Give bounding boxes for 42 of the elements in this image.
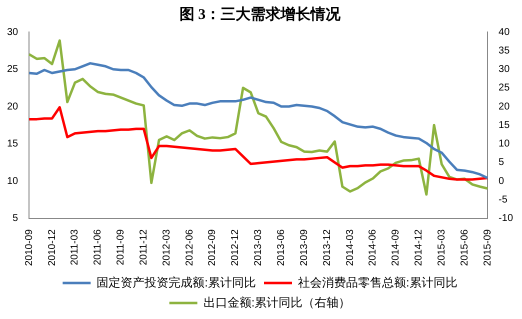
y2-tick-label: 10 bbox=[498, 138, 510, 150]
x-tick-label: 2011-12 bbox=[138, 228, 150, 266]
x-tick-label: 2012-03 bbox=[161, 228, 172, 266]
y2-tick-label: 20 bbox=[498, 101, 510, 112]
x-tick-label: 2014-06 bbox=[368, 228, 379, 266]
x-tick-label: 2011-06 bbox=[92, 228, 104, 266]
legend-label: 出口金额:累计同比（右轴） bbox=[203, 295, 351, 310]
x-tick-label: 2011-09 bbox=[116, 228, 127, 266]
y2-tick-label: 0 bbox=[498, 176, 505, 187]
x-tick-label: 2015-03 bbox=[436, 228, 448, 266]
x-tick-label: 2013-12 bbox=[322, 228, 333, 266]
x-tick-label: 2013-06 bbox=[276, 228, 288, 266]
y-tick-label: 25 bbox=[7, 64, 19, 76]
y2-tick-label: 15 bbox=[498, 120, 510, 131]
x-tick-label: 2013-03 bbox=[253, 228, 264, 266]
y-tick-label: 10 bbox=[7, 176, 19, 187]
legend-label: 固定资产投资完成额:累计同比 bbox=[96, 275, 256, 290]
x-tick-label: 2013-09 bbox=[298, 228, 310, 266]
y2-tick-label: 5 bbox=[498, 157, 505, 168]
y-tick-label: 5 bbox=[12, 213, 19, 224]
y-tick-label: 15 bbox=[7, 138, 19, 150]
y-tick-label: 30 bbox=[7, 26, 19, 38]
y2-tick-label: 40 bbox=[498, 26, 510, 38]
x-tick-label: 2014-03 bbox=[344, 228, 356, 266]
y2-tick-label: 25 bbox=[498, 82, 510, 94]
y-tick-label: 20 bbox=[7, 101, 19, 112]
x-tick-label: 2010-12 bbox=[46, 228, 58, 266]
x-tick-label: 2014-12 bbox=[414, 228, 425, 266]
legend-label: 社会消费品零售总额:累计同比 bbox=[298, 275, 458, 290]
chart-title: 图 3：三大需求增长情况 bbox=[179, 6, 342, 23]
x-tick-label: 2012-09 bbox=[207, 228, 218, 266]
y2-tick-label: -5 bbox=[498, 194, 508, 206]
y2-tick-label: -10 bbox=[498, 213, 514, 224]
x-tick-label: 2014-09 bbox=[390, 228, 402, 266]
x-tick-label: 2012-12 bbox=[230, 228, 242, 266]
x-tick-label: 2011-03 bbox=[70, 228, 81, 266]
x-tick-label: 2012-06 bbox=[184, 228, 196, 266]
x-tick-label: 2010-09 bbox=[24, 228, 35, 266]
x-tick-label: 2015-06 bbox=[459, 228, 470, 266]
y2-tick-label: 35 bbox=[498, 45, 510, 56]
y2-tick-label: 30 bbox=[498, 64, 510, 76]
x-tick-label: 2015-09 bbox=[482, 228, 494, 266]
